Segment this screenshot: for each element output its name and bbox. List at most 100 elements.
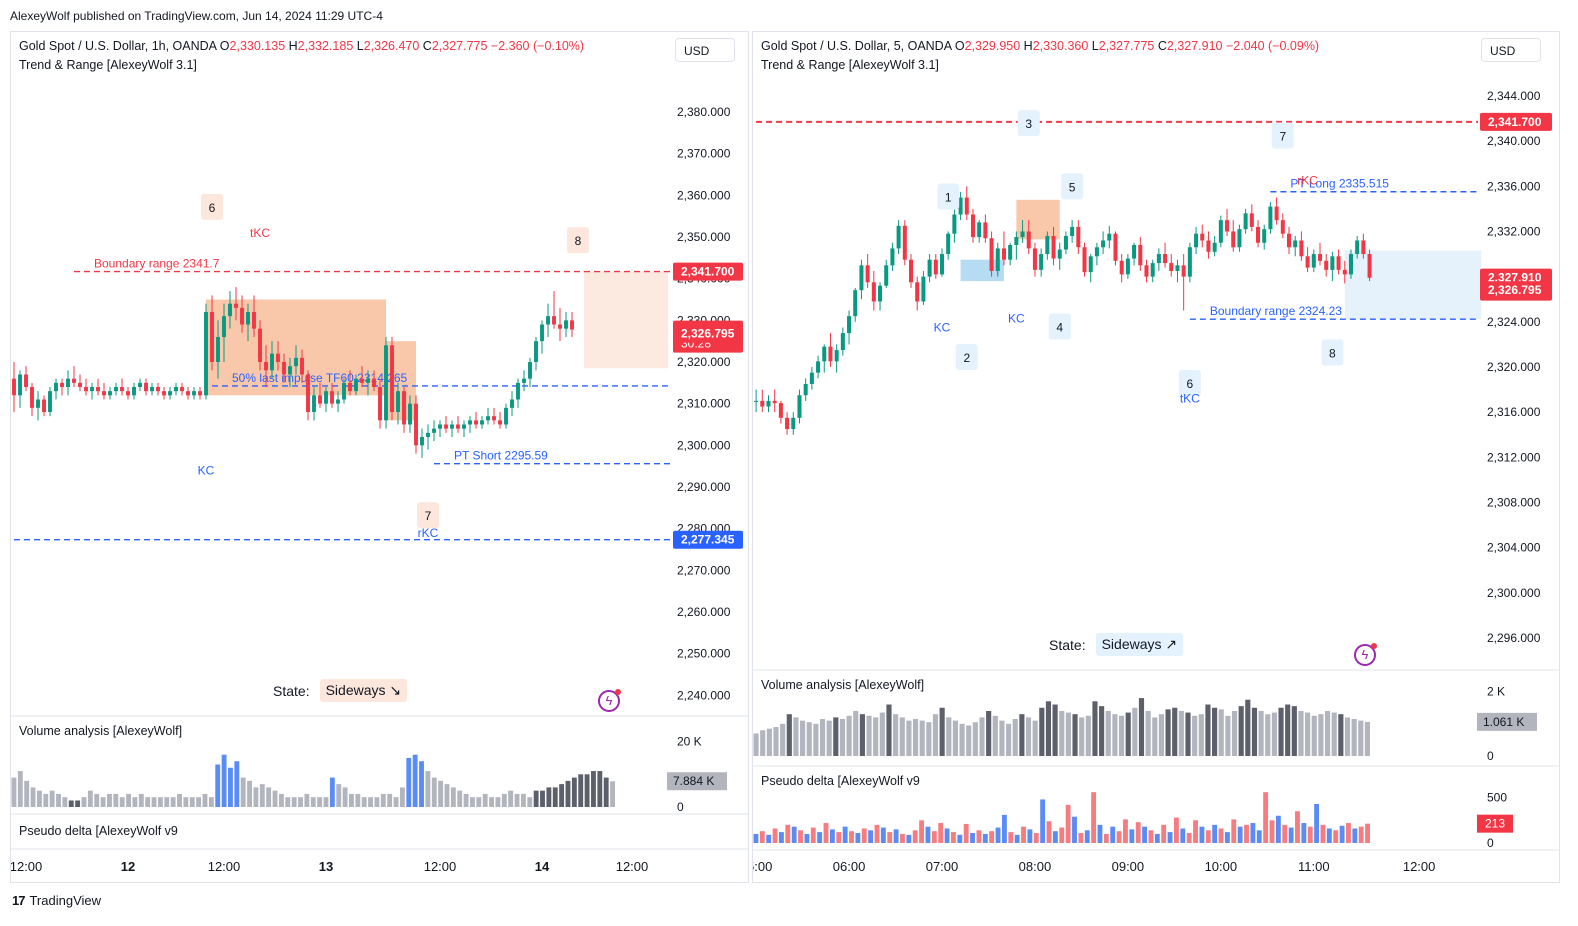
- volume-bar: [919, 720, 925, 756]
- delta-label[interactable]: Pseudo delta [AlexeyWolf v9: [761, 774, 920, 788]
- chart-panel-5m[interactable]: 2,344.000 2,340.000 2,336.000 2,332.000 2,32…: [752, 31, 1560, 883]
- delta-bar: [766, 834, 772, 843]
- volume-bar: [36, 790, 42, 807]
- candle-body: [791, 417, 796, 430]
- candle-body: [1125, 258, 1130, 275]
- x-tick-label: 09:00: [1112, 859, 1145, 874]
- candle-body: [492, 416, 496, 421]
- currency-button[interactable]: USD: [675, 38, 735, 62]
- level-label: Boundary range 2324.23: [1210, 304, 1342, 318]
- volume-bar: [793, 717, 799, 756]
- candle-body: [36, 399, 40, 408]
- candle-body: [1026, 231, 1031, 249]
- y-tick-label: 2,300.000: [677, 438, 731, 452]
- volume-bar: [597, 771, 603, 807]
- volume-bar: [1158, 714, 1164, 756]
- wave-marker-box: [937, 183, 960, 210]
- chart-panel-1h[interactable]: 2,380.000 2,370.000 2,360.000 2,350.000 2,34…: [10, 31, 749, 883]
- wave-marker-box: [567, 227, 589, 254]
- volume-bar: [959, 723, 965, 756]
- volume-bar: [1099, 706, 1105, 756]
- volume-bar: [533, 790, 539, 807]
- delta-label[interactable]: Pseudo delta [AlexeyWolf v9: [19, 824, 178, 838]
- symbol-title: Gold Spot / U.S. Dollar, 5, OANDA: [761, 39, 952, 53]
- delta-bar: [1269, 820, 1275, 843]
- currency-button[interactable]: USD: [1481, 38, 1541, 62]
- wave-marker-box: [1017, 110, 1040, 137]
- candle-body: [396, 391, 400, 412]
- candle-body: [834, 350, 839, 362]
- volume-label[interactable]: Volume analysis [AlexeyWolf]: [19, 724, 183, 738]
- candle-body: [414, 403, 418, 446]
- volume-bar: [1231, 710, 1238, 756]
- volume-label[interactable]: Volume analysis [AlexeyWolf]: [761, 678, 925, 692]
- candle-body: [60, 382, 64, 387]
- delta-bar: [995, 827, 1001, 843]
- volume-bar: [317, 797, 323, 807]
- delta-bar: [963, 823, 969, 843]
- volume-bar: [952, 720, 958, 756]
- candle-body: [378, 387, 382, 421]
- volume-bar: [603, 777, 609, 807]
- candle-body: [270, 353, 274, 371]
- change-value: −2.040 (−0.09%): [1225, 39, 1320, 53]
- candle-body: [1113, 233, 1118, 261]
- y-tick-label: 2,308.000: [1487, 496, 1541, 510]
- candle-body: [324, 391, 328, 404]
- volume-bar: [1364, 721, 1370, 756]
- delta-bar: [1078, 833, 1084, 843]
- y-tick-label: 2,320.000: [1487, 360, 1541, 374]
- volume-bar: [1318, 714, 1324, 756]
- candle-body: [1057, 249, 1062, 259]
- volume-bar: [342, 787, 348, 807]
- volume-bar: [559, 784, 565, 807]
- brand-name: TradingView: [29, 893, 102, 908]
- candle-body: [468, 420, 472, 425]
- delta-bar: [849, 831, 854, 843]
- level-label: PT Short 2295.59: [454, 449, 548, 463]
- volume-bar: [1165, 709, 1171, 756]
- x-tick-label: 14: [535, 859, 550, 874]
- chart-5m-canvas[interactable]: 2,344.000 2,340.000 2,336.000 2,332.000 2,32…: [753, 32, 1559, 882]
- delta-bar: [1142, 826, 1148, 843]
- x-tick-label: 13: [319, 859, 333, 874]
- volume-bar: [399, 787, 405, 807]
- high-label: H: [1023, 39, 1033, 53]
- volume-bar: [1271, 712, 1277, 756]
- close-value: 2,327.910: [1166, 39, 1223, 53]
- candle-body: [1225, 220, 1230, 232]
- candle-body: [216, 337, 220, 362]
- indicator-label[interactable]: Trend & Range [AlexeyWolf 3.1]: [761, 58, 939, 72]
- volume-bar: [164, 797, 170, 807]
- volume-bar: [1178, 710, 1184, 756]
- lightning-icon[interactable]: ϟ: [1354, 643, 1377, 666]
- volume-bar: [520, 793, 526, 807]
- volume-bar: [444, 784, 450, 807]
- volume-bar: [463, 793, 469, 807]
- candle-body: [1082, 247, 1087, 273]
- indicator-label[interactable]: Trend & Range [AlexeyWolf 3.1]: [19, 58, 197, 72]
- wave-marker-label: 8: [1329, 346, 1336, 360]
- lightning-icon[interactable]: ϟ: [598, 689, 621, 712]
- candle-body: [822, 346, 827, 362]
- delta-bar: [823, 823, 829, 843]
- delta-bar: [1295, 811, 1300, 843]
- y-tick-label: 2,350.000: [677, 230, 731, 244]
- volume-bar: [145, 797, 151, 807]
- delta-bar: [1021, 826, 1026, 843]
- volume-bar: [323, 797, 329, 807]
- delta-bar: [1046, 821, 1052, 843]
- volume-bar: [1251, 707, 1258, 756]
- candle-body: [1268, 206, 1273, 230]
- chart-1h-canvas[interactable]: 2,380.000 2,370.000 2,360.000 2,350.000 2,34…: [11, 32, 748, 882]
- volume-bar: [1138, 698, 1145, 756]
- x-tick-label: 06:00: [833, 859, 866, 874]
- volume-bar: [228, 767, 233, 807]
- delta-bar: [1129, 829, 1135, 843]
- delta-bar: [900, 833, 905, 843]
- candle-body: [964, 197, 969, 215]
- volume-bar: [1006, 723, 1012, 756]
- y-tick-label: 2,290.000: [677, 480, 731, 494]
- tradingview-brand[interactable]: 17 TradingView: [12, 893, 101, 908]
- volume-bar: [1238, 706, 1244, 756]
